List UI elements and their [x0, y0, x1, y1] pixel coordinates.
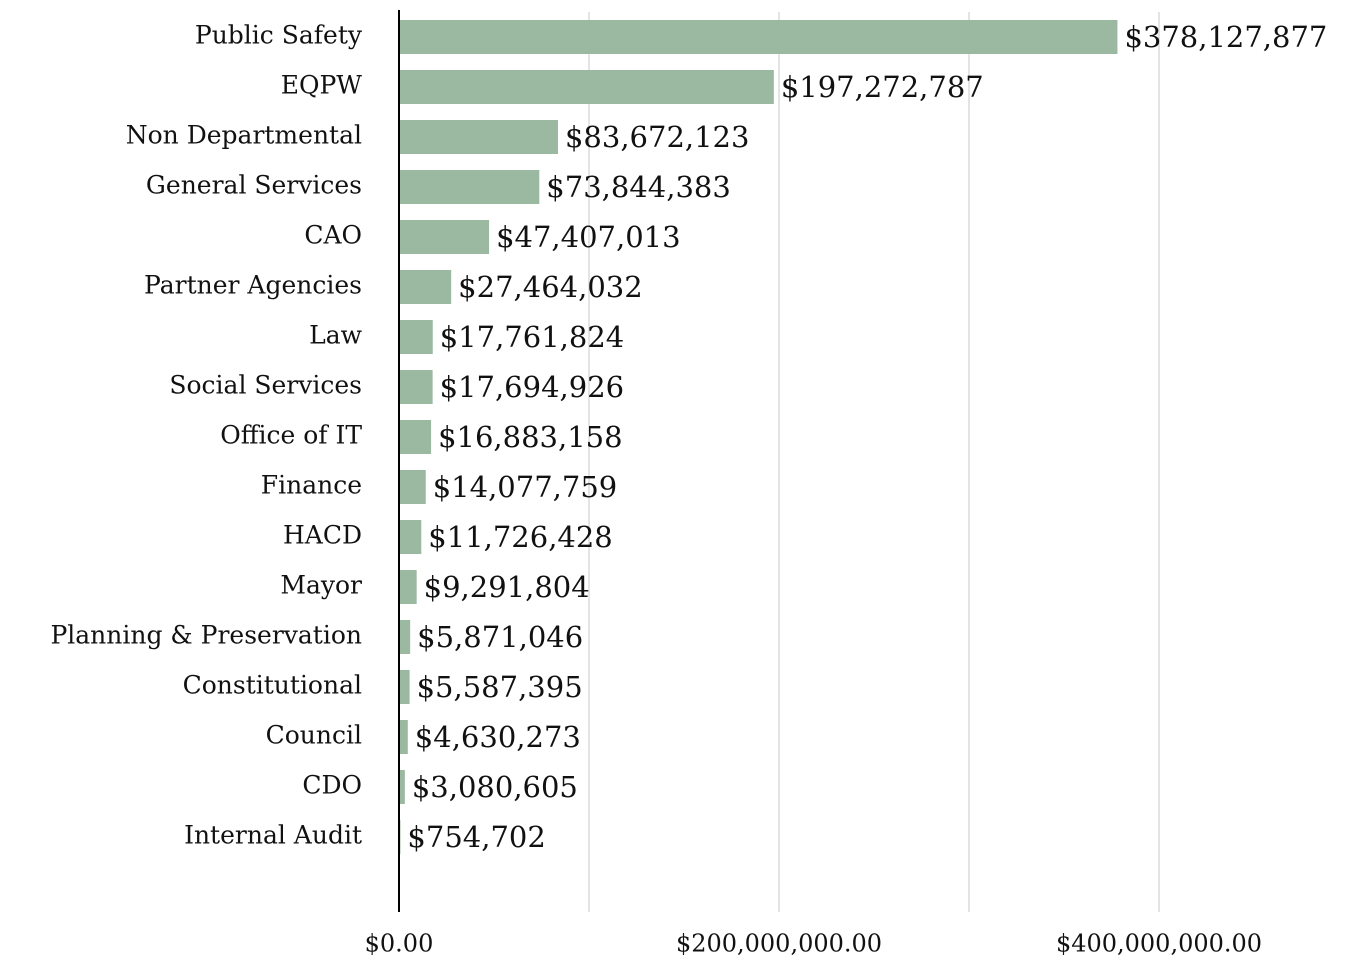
bar — [399, 320, 433, 354]
value-label: $4,630,273 — [415, 720, 581, 754]
bar — [399, 370, 433, 404]
bar — [399, 620, 411, 654]
value-label: $27,464,032 — [458, 270, 642, 304]
category-label: Office of IT — [220, 421, 362, 450]
category-label: CAO — [304, 221, 362, 250]
category-label: Mayor — [280, 571, 362, 600]
bar — [399, 570, 417, 604]
value-label: $11,726,428 — [428, 520, 613, 554]
bar — [399, 520, 422, 554]
category-label: HACD — [283, 521, 362, 550]
value-label: $17,694,926 — [440, 370, 625, 404]
category-label: General Services — [146, 171, 362, 200]
value-label: $197,272,787 — [781, 70, 984, 104]
bar — [399, 70, 774, 104]
category-label: Finance — [261, 471, 362, 500]
value-label: $73,844,383 — [546, 170, 731, 204]
x-tick-label: $200,000,000.00 — [676, 930, 882, 958]
bar — [399, 20, 1118, 54]
value-label: $5,871,046 — [417, 620, 583, 654]
value-label: $14,077,759 — [433, 470, 618, 504]
value-label: $3,080,605 — [412, 770, 578, 804]
value-label: $47,407,013 — [496, 220, 681, 254]
bar — [399, 470, 426, 504]
category-label: Law — [309, 321, 363, 350]
category-label: Council — [266, 721, 362, 750]
value-label: $378,127,877 — [1124, 20, 1327, 54]
x-tick-label: $400,000,000.00 — [1056, 930, 1262, 958]
category-label: Internal Audit — [184, 821, 362, 850]
x-tick-label: $0.00 — [365, 930, 434, 958]
category-label: CDO — [302, 771, 362, 800]
bar — [399, 420, 432, 454]
bar — [399, 220, 490, 254]
category-label: Social Services — [169, 371, 362, 400]
category-label: Constitutional — [183, 671, 362, 700]
value-label: $17,761,824 — [440, 320, 624, 354]
category-label: Planning & Preservation — [50, 621, 362, 650]
bar — [399, 270, 452, 304]
value-label: $5,587,395 — [417, 670, 583, 704]
category-label: EQPW — [281, 71, 363, 100]
bar — [399, 120, 558, 154]
bar — [399, 670, 410, 704]
value-label: $16,883,158 — [438, 420, 623, 454]
value-label: $9,291,804 — [424, 570, 590, 604]
category-label: Partner Agencies — [144, 271, 362, 300]
bar — [399, 170, 540, 204]
category-label: Non Departmental — [126, 121, 362, 150]
value-label: $83,672,123 — [565, 120, 750, 154]
value-label: $754,702 — [407, 820, 545, 854]
bar — [399, 720, 408, 754]
bar — [399, 770, 405, 804]
category-label: Public Safety — [195, 21, 363, 50]
